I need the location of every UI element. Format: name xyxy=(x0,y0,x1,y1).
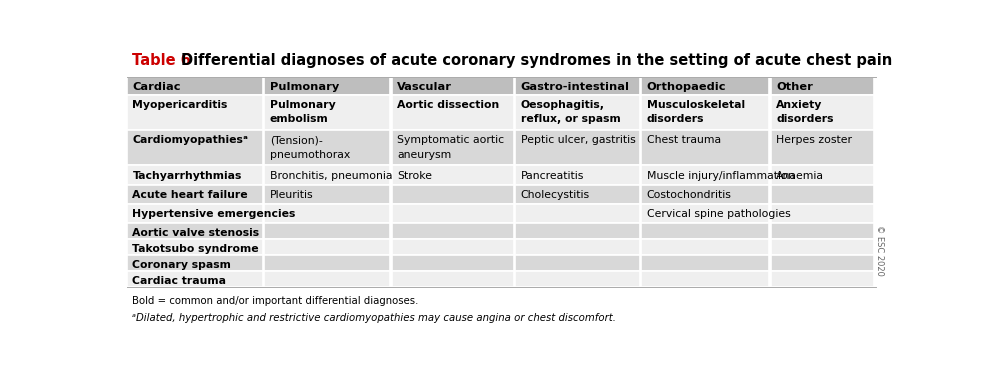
Text: Acute heart failure: Acute heart failure xyxy=(132,190,248,200)
Bar xyxy=(391,223,514,239)
Bar xyxy=(641,271,769,287)
Bar xyxy=(641,77,769,95)
Bar xyxy=(641,185,769,204)
Bar xyxy=(771,185,875,204)
Bar xyxy=(127,223,263,239)
Bar xyxy=(771,271,875,287)
Bar xyxy=(516,185,640,204)
Bar xyxy=(641,223,769,239)
Text: Anxiety
disorders: Anxiety disorders xyxy=(776,100,834,125)
Bar xyxy=(391,95,514,130)
Bar xyxy=(391,204,514,223)
Bar xyxy=(641,165,769,185)
Text: Coronary spasm: Coronary spasm xyxy=(132,260,232,270)
Bar xyxy=(391,239,514,255)
Bar xyxy=(391,255,514,271)
Bar xyxy=(127,130,263,165)
Bar xyxy=(516,239,640,255)
Text: Differential diagnoses of acute coronary syndromes in the setting of acute chest: Differential diagnoses of acute coronary… xyxy=(180,53,891,68)
Bar xyxy=(391,77,514,95)
Text: Myopericarditis: Myopericarditis xyxy=(132,100,228,110)
Bar xyxy=(516,223,640,239)
Bar xyxy=(391,185,514,204)
Bar xyxy=(264,255,390,271)
Bar xyxy=(264,95,390,130)
Text: (Tension)-
pneumothorax: (Tension)- pneumothorax xyxy=(270,135,350,160)
Bar xyxy=(771,95,875,130)
Text: Orthopaedic: Orthopaedic xyxy=(647,82,726,92)
Bar xyxy=(264,239,390,255)
Text: Other: Other xyxy=(776,82,813,92)
Bar xyxy=(516,204,640,223)
Bar xyxy=(771,77,875,95)
Bar xyxy=(771,204,875,223)
Bar xyxy=(771,165,875,185)
Bar xyxy=(516,271,640,287)
Text: Takotsubo syndrome: Takotsubo syndrome xyxy=(132,244,259,254)
Text: Chest trauma: Chest trauma xyxy=(647,135,721,145)
Bar xyxy=(127,255,263,271)
Bar xyxy=(127,95,263,130)
Bar xyxy=(264,165,390,185)
Text: Tachyarrhythmias: Tachyarrhythmias xyxy=(132,171,242,180)
Bar xyxy=(391,165,514,185)
Text: Vascular: Vascular xyxy=(397,82,453,92)
Bar xyxy=(641,95,769,130)
Bar xyxy=(264,130,390,165)
Text: Cardiac: Cardiac xyxy=(132,82,180,92)
Bar xyxy=(127,185,263,204)
Bar xyxy=(771,239,875,255)
Text: Bold = common and/or important differential diagnoses.: Bold = common and/or important different… xyxy=(132,296,419,306)
Bar xyxy=(127,165,263,185)
Text: Symptomatic aortic
aneurysm: Symptomatic aortic aneurysm xyxy=(397,135,505,160)
Bar xyxy=(641,239,769,255)
Bar xyxy=(516,255,640,271)
Text: Cardiomyopathiesᵃ: Cardiomyopathiesᵃ xyxy=(132,135,248,145)
Bar xyxy=(264,77,390,95)
Text: Costochondritis: Costochondritis xyxy=(647,190,732,200)
Text: Pancreatitis: Pancreatitis xyxy=(521,171,584,180)
Text: Aortic dissection: Aortic dissection xyxy=(397,100,500,110)
Bar xyxy=(391,130,514,165)
Bar xyxy=(127,271,263,287)
Bar xyxy=(264,271,390,287)
Bar xyxy=(771,255,875,271)
Text: Stroke: Stroke xyxy=(397,171,432,180)
Text: Oesophagitis,
reflux, or spasm: Oesophagitis, reflux, or spasm xyxy=(521,100,620,125)
Text: Bronchitis, pneumonia: Bronchitis, pneumonia xyxy=(270,171,392,180)
Bar xyxy=(127,77,263,95)
Text: Pulmonary: Pulmonary xyxy=(270,82,339,92)
Text: Gastro-intestinal: Gastro-intestinal xyxy=(521,82,630,92)
Bar xyxy=(264,185,390,204)
Bar xyxy=(516,165,640,185)
Bar xyxy=(127,204,263,223)
Text: Herpes zoster: Herpes zoster xyxy=(776,135,852,145)
Text: ᵃDilated, hypertrophic and restrictive cardiomyopathies may cause angina or ches: ᵃDilated, hypertrophic and restrictive c… xyxy=(132,314,616,323)
Text: Cardiac trauma: Cardiac trauma xyxy=(132,276,227,286)
Bar xyxy=(264,204,390,223)
Text: Musculoskeletal
disorders: Musculoskeletal disorders xyxy=(647,100,744,125)
Bar xyxy=(641,130,769,165)
Bar xyxy=(771,130,875,165)
Text: Cholecystitis: Cholecystitis xyxy=(521,190,590,200)
Bar xyxy=(641,255,769,271)
Bar xyxy=(771,223,875,239)
Bar xyxy=(516,130,640,165)
Text: © ESC 2020: © ESC 2020 xyxy=(875,225,883,276)
Text: Muscle injury/inflammation: Muscle injury/inflammation xyxy=(647,171,794,180)
Text: Hypertensive emergencies: Hypertensive emergencies xyxy=(132,209,296,219)
Text: Table 6: Table 6 xyxy=(132,53,191,68)
Text: Aortic valve stenosis: Aortic valve stenosis xyxy=(132,228,259,238)
Bar xyxy=(516,77,640,95)
Bar xyxy=(264,223,390,239)
Bar xyxy=(391,271,514,287)
Bar xyxy=(127,239,263,255)
Bar xyxy=(516,95,640,130)
Text: Peptic ulcer, gastritis: Peptic ulcer, gastritis xyxy=(521,135,636,145)
Text: Anaemia: Anaemia xyxy=(776,171,824,180)
Text: Pleuritis: Pleuritis xyxy=(270,190,314,200)
Text: Cervical spine pathologies: Cervical spine pathologies xyxy=(647,209,791,219)
Bar xyxy=(641,204,769,223)
Text: Pulmonary
embolism: Pulmonary embolism xyxy=(270,100,335,125)
